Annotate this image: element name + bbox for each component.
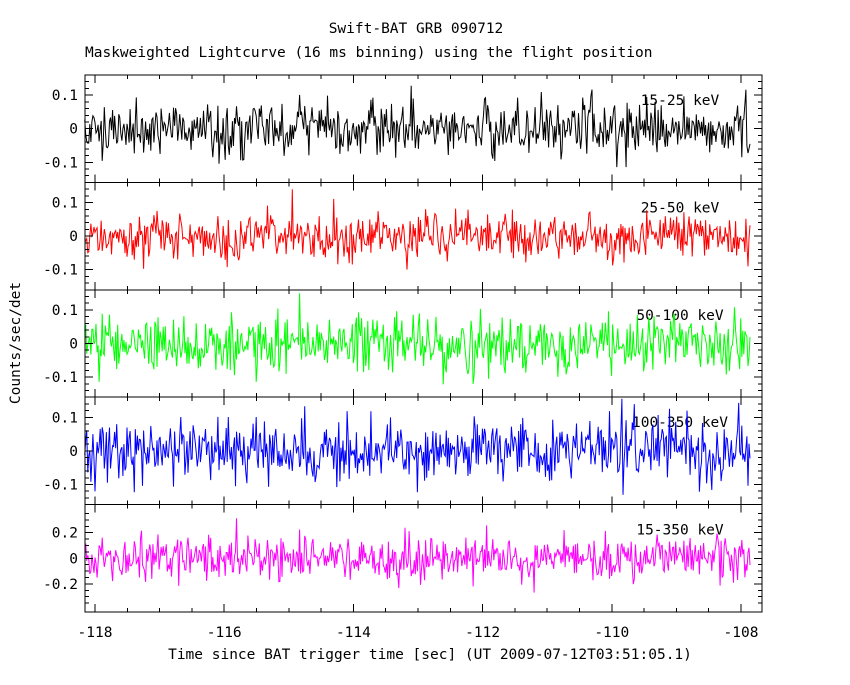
y-tick-label: -0.1 [43,370,78,386]
x-tick-label: -110 [594,625,629,641]
panel-50-100-keV: 50-100 keV 0.1 0 -0.1 [43,289,763,398]
band-label: 15-350 keV [636,523,724,539]
y-tick-label: 0 [69,229,78,245]
lightcurve-series [84,85,751,168]
panel-100-350-keV: 100-350 keV 0.1 0 -0.1 [43,396,763,506]
y-tick-label: 0 [69,551,78,567]
y-tick-label: -0.2 [43,577,78,593]
panel-15-25-keV: 15-25 keV 0.1 0 -0.1 [43,74,763,183]
figure-title: Swift-BAT GRB 090712 [329,21,504,37]
x-tick-label: -108 [724,625,759,641]
y-tick-label: -0.1 [43,263,78,279]
y-tick-label: -0.1 [43,155,78,171]
y-tick-label: 0.1 [52,88,78,104]
y-tick-label: -0.1 [43,477,78,493]
y-tick-label: 0.1 [52,196,78,212]
x-tick-labels-group: -118 -116 -114 -112 -110 -108 [78,625,759,641]
figure-subtitle: Maskweighted Lightcurve (16 ms binning) … [85,45,652,61]
y-tick-label: 0 [69,337,78,353]
band-label: 15-25 keV [641,93,720,109]
lightcurve-series [84,518,751,593]
x-tick-label: -118 [78,625,113,641]
lightcurve-series [84,189,751,270]
lightcurve-series [84,293,751,385]
band-label: 50-100 keV [636,308,724,324]
y-tick-label: 0 [69,444,78,460]
y-tick-label: 0.1 [52,410,78,426]
lightcurve-series [84,398,751,495]
y-tick-label: 0.1 [52,303,78,319]
x-tick-label: -112 [465,625,500,641]
x-axis-label: Time since BAT trigger time [sec] (UT 20… [168,647,692,663]
x-tick-label: -114 [336,625,371,641]
panel-25-50-keV: 25-50 keV 0.1 0 -0.1 [43,181,763,291]
y-tick-label: 0 [69,122,78,138]
band-label: 25-50 keV [641,200,720,216]
x-tick-label: -116 [207,625,242,641]
band-label: 100-350 keV [632,415,728,431]
panel-15-350-keV: 15-350 keV 0.2 0 -0.2 [43,504,763,613]
y-axis-label: Counts/sec/det [8,282,24,404]
y-tick-label: 0.2 [52,526,78,542]
